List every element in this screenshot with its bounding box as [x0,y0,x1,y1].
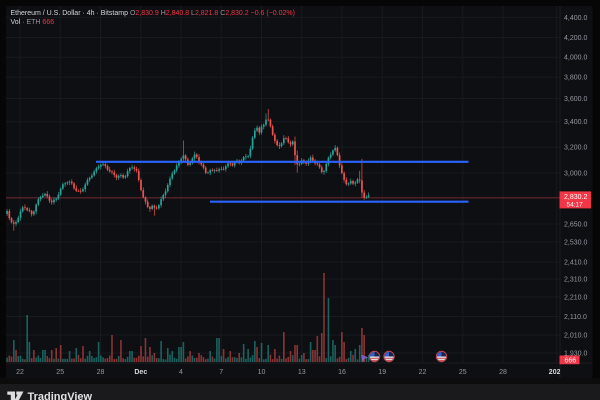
svg-text:3,200.0: 3,200.0 [564,145,587,152]
svg-text:22: 22 [16,369,24,376]
svg-text:3,800.0: 3,800.0 [564,75,587,82]
svg-text:4,000.0: 4,000.0 [564,55,587,62]
svg-text:666: 666 [565,357,577,364]
svg-text:4,200.0: 4,200.0 [564,35,587,42]
svg-text:3,000.0: 3,000.0 [564,170,587,177]
svg-text:22: 22 [419,369,427,376]
svg-text:4,400.0: 4,400.0 [564,15,587,22]
svg-text:2,410.0: 2,410.0 [564,259,587,266]
svg-text:TradingView: TradingView [28,391,93,400]
svg-text:28: 28 [499,369,507,376]
svg-text:2,010.0: 2,010.0 [564,332,587,339]
svg-text:54:17: 54:17 [567,202,584,209]
svg-text:25: 25 [56,369,64,376]
svg-text:13: 13 [298,369,306,376]
svg-text:2,310.0: 2,310.0 [564,276,587,283]
svg-text:Dec: Dec [134,369,147,376]
svg-text:1,930.0: 1,930.0 [564,350,587,357]
svg-text:2,110.0: 2,110.0 [564,314,587,321]
svg-text:16: 16 [338,369,346,376]
svg-text:2,830.2: 2,830.2 [564,194,587,201]
svg-text:25: 25 [459,369,467,376]
svg-text:28: 28 [97,369,105,376]
svg-text:2,650.0: 2,650.0 [564,221,587,228]
svg-text:2,530.0: 2,530.0 [564,239,587,246]
svg-text:19: 19 [378,369,386,376]
svg-text:2,210.0: 2,210.0 [564,294,587,301]
svg-text:4: 4 [179,369,183,376]
svg-text:Ethereum / U.S. Dollar · 4h ·: Ethereum / U.S. Dollar · 4h · Bitstamp O… [11,10,295,17]
svg-text:10: 10 [258,369,266,376]
svg-text:3,400.0: 3,400.0 [564,119,587,126]
svg-text:Vol · ETH 666: Vol · ETH 666 [11,19,55,26]
svg-text:7: 7 [219,369,223,376]
svg-text:3,600.0: 3,600.0 [564,96,587,103]
svg-text:2025: 2025 [549,369,565,376]
